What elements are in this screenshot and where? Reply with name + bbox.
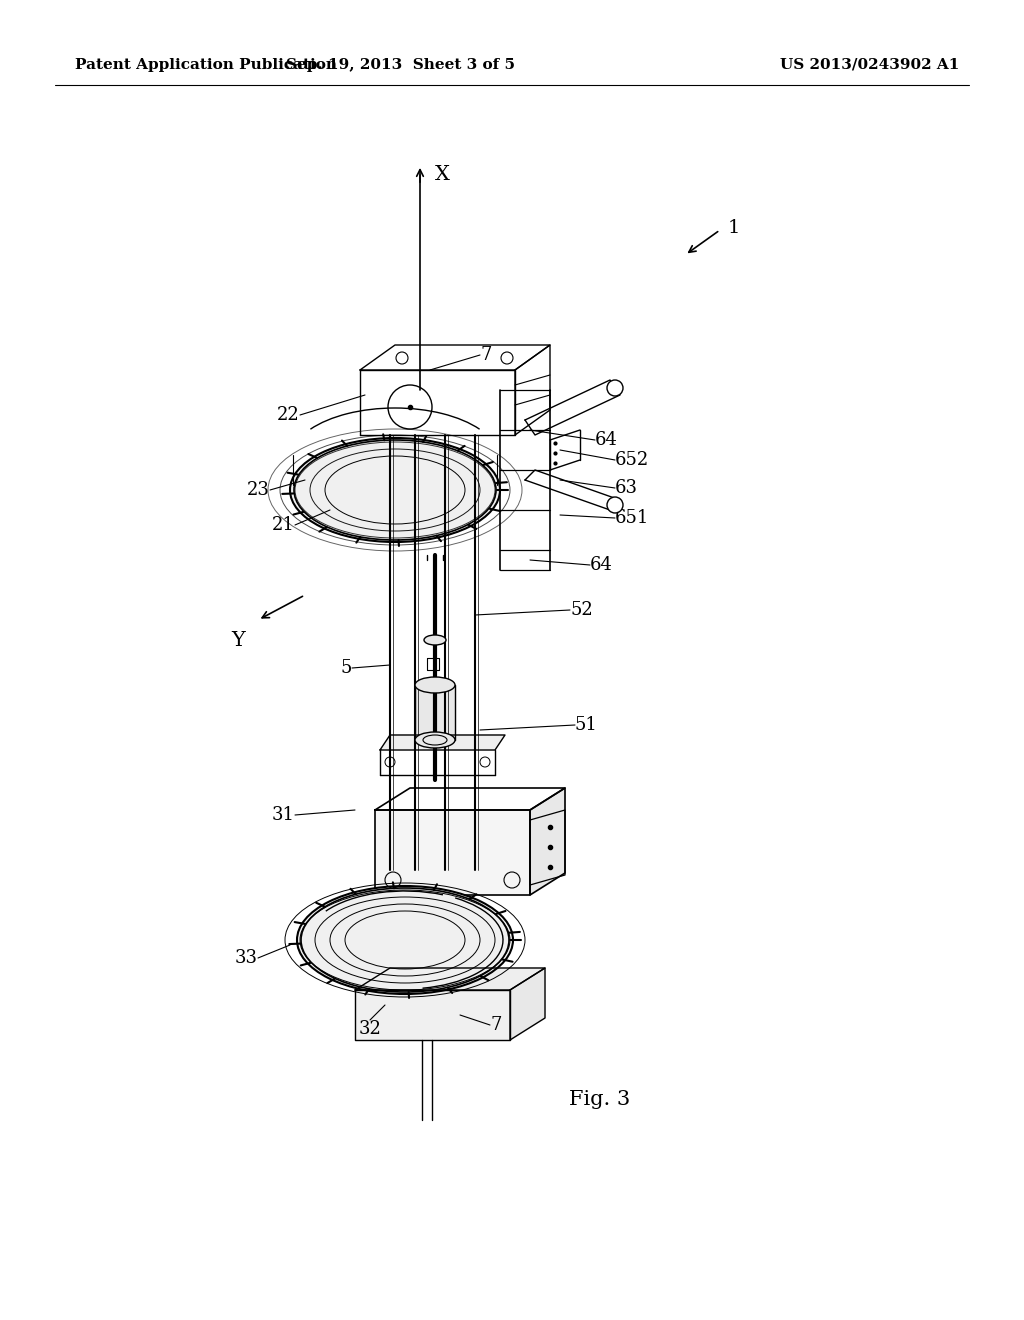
Text: 22: 22 <box>278 407 300 424</box>
Text: 651: 651 <box>615 510 649 527</box>
Text: 5: 5 <box>341 659 352 677</box>
Text: 33: 33 <box>234 949 258 968</box>
Ellipse shape <box>424 635 446 645</box>
Text: US 2013/0243902 A1: US 2013/0243902 A1 <box>780 58 959 73</box>
Text: 7: 7 <box>480 346 492 364</box>
Polygon shape <box>530 810 565 884</box>
Text: 64: 64 <box>595 432 617 449</box>
Text: 51: 51 <box>575 715 598 734</box>
Text: 1: 1 <box>728 219 740 238</box>
Polygon shape <box>415 685 455 741</box>
Text: 7: 7 <box>490 1016 502 1034</box>
Polygon shape <box>355 990 510 1040</box>
Circle shape <box>607 498 623 513</box>
Polygon shape <box>355 968 545 990</box>
Text: 652: 652 <box>615 451 649 469</box>
Text: 21: 21 <box>272 516 295 535</box>
Text: Y: Y <box>231 631 245 649</box>
Polygon shape <box>375 810 530 895</box>
Text: Patent Application Publication: Patent Application Publication <box>75 58 337 73</box>
Circle shape <box>607 380 623 396</box>
Ellipse shape <box>415 677 455 693</box>
Text: 32: 32 <box>358 1020 381 1038</box>
Text: Sep. 19, 2013  Sheet 3 of 5: Sep. 19, 2013 Sheet 3 of 5 <box>286 58 514 73</box>
Text: X: X <box>435 165 450 185</box>
Ellipse shape <box>297 886 513 994</box>
Text: 31: 31 <box>272 807 295 824</box>
Text: Fig. 3: Fig. 3 <box>569 1090 631 1109</box>
Text: 52: 52 <box>570 601 593 619</box>
Polygon shape <box>510 968 545 1040</box>
Polygon shape <box>380 735 505 750</box>
Text: 63: 63 <box>615 479 638 498</box>
Text: 23: 23 <box>247 480 270 499</box>
Text: 64: 64 <box>590 556 613 574</box>
Ellipse shape <box>415 733 455 748</box>
Ellipse shape <box>290 438 500 543</box>
Polygon shape <box>530 788 565 895</box>
